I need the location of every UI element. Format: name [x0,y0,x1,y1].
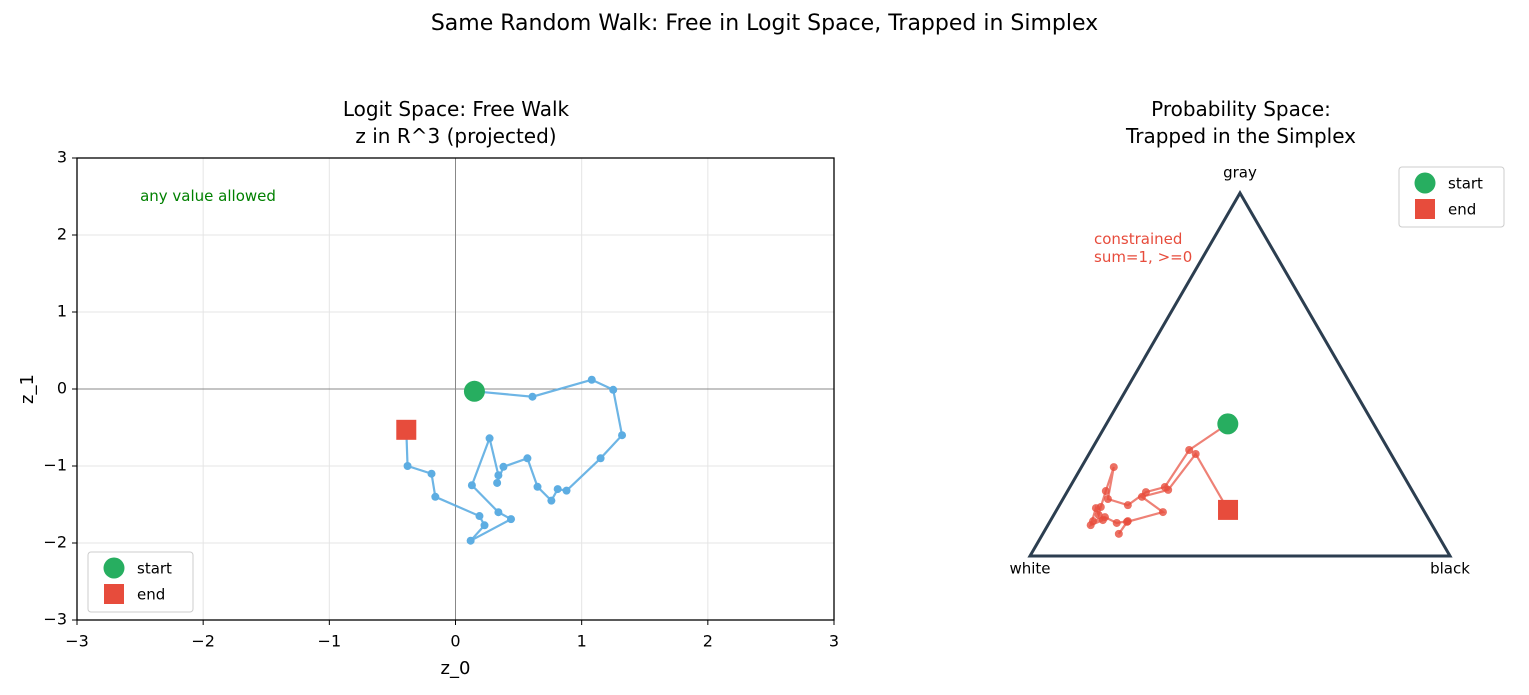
walk-point [494,471,503,480]
legend-swatch [103,557,125,579]
annotation: constrained sum=1, >=0 [1094,230,1193,266]
x-tick-label: 3 [829,632,839,651]
x-axis-label: z_0 [441,658,471,679]
chart-title: Logit Space: Free Walk z in R^3 (project… [342,97,570,148]
x-tick-label: 1 [577,632,587,651]
walk-point [553,485,562,494]
vertex-label: black [1430,560,1470,578]
walk-point [528,392,537,401]
chart-title: Probability Space: Trapped in the Simple… [1125,97,1357,148]
y-tick-label: −3 [43,610,67,629]
y-tick-label: −2 [43,533,67,552]
y-tick-label: 2 [57,225,67,244]
walk-line [405,378,624,542]
walk-line [1088,422,1229,535]
walk-point [467,481,476,490]
walk-point [609,385,618,394]
walk-point [618,431,627,440]
figure-title: Same Random Walk: Free in Logit Space, T… [430,11,1099,36]
walk-point [1109,463,1118,472]
vertex-label: gray [1223,164,1257,182]
walk-point [485,434,494,443]
walk-point [466,536,475,545]
walk-point [403,462,412,470]
y-tick-label: 1 [57,302,67,321]
walk-point [1114,529,1123,538]
legend-swatch [1414,172,1436,194]
legend-swatch [104,584,124,604]
legend-label: end [137,586,165,604]
walk-point [431,492,440,501]
walk-point [1185,446,1194,455]
y-axis-label: z_1 [17,374,38,404]
vertex-label: white [1009,560,1050,578]
walk-point [533,482,542,491]
x-tick-label: −2 [191,632,215,651]
walk-point [1091,504,1100,513]
walk-point [523,454,532,463]
walk-point [1101,487,1110,496]
walk-point [1123,501,1132,510]
x-tick-label: 0 [450,632,460,651]
walk-point [499,462,508,471]
marker [1218,499,1239,520]
plot-frame [76,157,835,621]
walk-point [587,375,596,384]
marker [463,380,485,402]
x-tick-label: 2 [703,632,713,651]
walk-point [493,478,502,487]
walk-point [494,508,503,517]
walk-point [1103,495,1112,504]
marker [396,419,417,440]
y-tick-label: 3 [57,148,67,167]
walk-point [1089,517,1097,526]
walk-point [1100,513,1109,522]
walk-point [1137,492,1146,501]
walk-point [1191,449,1200,458]
y-tick-label: 0 [57,379,67,398]
y-tick-label: −1 [43,456,67,475]
annotation: any value allowed [140,187,276,205]
legend-label: start [137,560,172,578]
legend-swatch [1415,199,1435,219]
walk-point [427,469,436,478]
simplex-frame [1027,190,1453,558]
x-tick-label: −1 [318,632,342,651]
walk-point [1158,508,1167,517]
walk-point [480,521,489,530]
walk-point [1164,485,1173,494]
walk-point [507,515,516,524]
x-tick-label: −3 [65,632,89,651]
marker [1217,413,1239,435]
walk-point [547,496,556,505]
walk-point [1123,517,1132,526]
walk-point [1112,518,1121,527]
walk-point [562,486,571,495]
walk-point [596,454,605,463]
legend-label: start [1448,175,1483,193]
walk-point [475,512,484,521]
legend-label: end [1448,201,1476,219]
